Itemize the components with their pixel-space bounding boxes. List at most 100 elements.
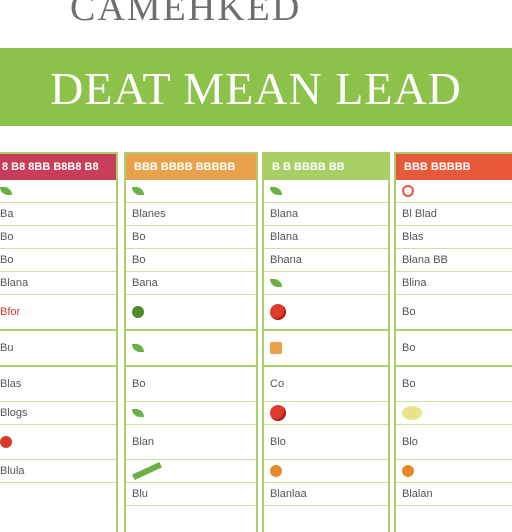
leaf-icon — [270, 279, 282, 287]
item-label: Bfor — [0, 306, 21, 318]
orange-icon — [270, 465, 282, 477]
list-item: Bo — [126, 367, 256, 402]
tomato-icon — [0, 436, 12, 448]
list-item: Blana BB — [396, 249, 512, 272]
list-item: Blana — [264, 203, 388, 226]
list-item — [264, 295, 388, 331]
list-item — [126, 295, 256, 331]
meal-column-3: B B BBBB BB Blana Blana Bhana Co Blo Bla… — [262, 152, 390, 532]
list-item — [264, 272, 388, 295]
list-item — [264, 180, 388, 203]
column-header-3: B B BBBB BB — [264, 154, 388, 180]
list-item — [396, 180, 512, 203]
broccoli-icon — [132, 306, 144, 318]
list-item: Blo — [396, 425, 512, 460]
item-label: Bo — [0, 231, 14, 243]
list-item: Blina — [396, 272, 512, 295]
list-item — [126, 331, 256, 367]
leaf-icon — [132, 187, 144, 195]
list-item — [396, 402, 512, 425]
item-label: Blula — [0, 465, 25, 477]
list-item — [0, 180, 116, 203]
pepper-icon — [402, 465, 414, 477]
tomato-icon — [270, 304, 286, 320]
leaf-icon — [270, 187, 282, 195]
list-item: Blula — [0, 460, 116, 483]
item-label: Ba — [0, 208, 14, 220]
list-item: Bfor — [0, 295, 116, 331]
list-item: Bo — [0, 249, 116, 272]
column-header-1: 8 B8 8BB B8B8 B8 — [0, 154, 116, 180]
list-item: Bo — [126, 249, 256, 272]
list-item — [264, 402, 388, 425]
item-label: Bo — [132, 231, 146, 243]
list-item — [396, 460, 512, 483]
item-label: Blalan — [402, 488, 433, 500]
list-item — [126, 402, 256, 425]
list-item — [264, 460, 388, 483]
list-item: Blanes — [126, 203, 256, 226]
item-label: Blana BB — [402, 254, 448, 266]
list-item: Bo — [396, 367, 512, 402]
list-item: Bo — [126, 226, 256, 249]
list-item: Blalan — [396, 483, 512, 506]
item-label: Blu — [132, 488, 148, 500]
item-label: Bhana — [270, 254, 302, 266]
list-item — [126, 180, 256, 203]
page-top-title: CAMEHKED — [70, 0, 302, 29]
meal-column-2: BBB BBBB BBBBB Blanes Bo Bo Bana Bo Blan… — [124, 152, 258, 532]
leaf-icon — [132, 409, 144, 417]
list-item: Blana — [0, 272, 116, 295]
item-label: Blina — [402, 277, 427, 289]
item-label: Bl Blad — [402, 208, 437, 220]
item-label: Co — [270, 378, 285, 390]
item-label: Blana — [270, 231, 299, 243]
item-label: Blo — [402, 436, 418, 448]
list-item: Blan — [126, 425, 256, 460]
list-item: Blu — [126, 483, 256, 506]
apple-icon — [270, 405, 286, 421]
item-label: Blogs — [0, 407, 28, 419]
title-banner: DEAT MEAN LEAD — [0, 48, 512, 126]
item-label: Blanlaa — [270, 488, 307, 500]
column-header-4: BBB BBBBB — [396, 154, 512, 180]
item-label: Bana — [132, 277, 158, 289]
leaf-icon — [132, 344, 144, 352]
list-item: Ba — [0, 203, 116, 226]
banner-title: DEAT MEAN LEAD — [50, 63, 462, 114]
item-label: Bu — [0, 342, 14, 354]
list-item: Bl Blad — [396, 203, 512, 226]
leaf-icon — [0, 187, 12, 195]
item-label: Blanes — [132, 208, 166, 220]
column-header-2: BBB BBBB BBBBB — [126, 154, 256, 180]
item-label: Blo — [270, 436, 286, 448]
item-label: Blana — [270, 208, 299, 220]
item-label: Bo — [132, 378, 146, 390]
celery-icon — [132, 461, 162, 481]
item-label: Bo — [132, 254, 146, 266]
list-item: Bu — [0, 331, 116, 367]
list-item: Blogs — [0, 402, 116, 425]
item-label: Bo — [0, 254, 14, 266]
item-label: Blan — [132, 436, 155, 448]
item-label: Blas — [0, 378, 22, 390]
item-label: Blana — [0, 277, 29, 289]
item-label: Bo — [402, 378, 416, 390]
list-item: Bhana — [264, 249, 388, 272]
list-item: Blo — [264, 425, 388, 460]
list-item: Bo — [396, 295, 512, 331]
item-label: Bo — [402, 342, 416, 354]
list-item: Co — [264, 367, 388, 402]
list-item: Blas — [0, 367, 116, 402]
list-item: Blana — [264, 226, 388, 249]
meal-column-1: 8 B8 8BB B8B8 B8 Ba Bo Bo Blana Bfor Bu … — [0, 152, 118, 532]
orange-icon — [270, 342, 282, 354]
list-item: Bo — [0, 226, 116, 249]
radish-icon — [402, 185, 414, 197]
item-label: Bo — [402, 306, 416, 318]
lemon-icon — [402, 406, 422, 420]
list-item — [0, 425, 116, 460]
list-item: Bana — [126, 272, 256, 295]
list-item — [126, 460, 256, 483]
list-item: Blas — [396, 226, 512, 249]
